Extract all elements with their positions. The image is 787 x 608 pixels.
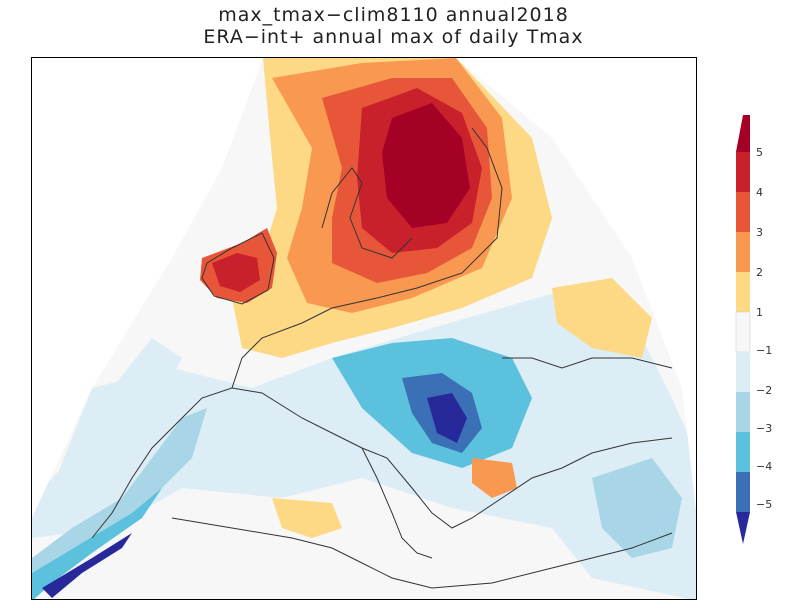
colorbar-label-minus4: −4: [756, 460, 772, 473]
colorbar-segment-m3tom2: [736, 392, 750, 432]
colorbar-label-minus2: −2: [756, 384, 772, 397]
colorbar-segment-2to3: [736, 232, 750, 272]
colorbar-label-2: 2: [756, 266, 763, 279]
colorbar-label-minus3: −3: [756, 422, 772, 435]
colorbar-segment-4to5: [736, 152, 750, 192]
colorbar-label-4: 4: [756, 186, 763, 199]
colorbar-segment-m5tom4: [736, 472, 750, 512]
colorbar-segment-m1to1: [736, 312, 750, 352]
map-panel: [31, 57, 697, 600]
colorbar-label-minus5: −5: [756, 498, 772, 511]
colorbar: [730, 112, 787, 552]
colorbar-bottom-triangle: [736, 512, 750, 544]
map-title: max_tmax−clim8110 annual2018: [0, 4, 787, 26]
colorbar-segment-m2tom1: [736, 352, 750, 392]
colorbar-label-1: 1: [756, 306, 763, 319]
colorbar-segment-m4tom3: [736, 432, 750, 472]
colorbar-top-triangle: [736, 115, 750, 152]
colorbar-label-3: 3: [756, 226, 763, 239]
map-subtitle: ERA−int+ annual max of daily Tmax: [0, 26, 787, 48]
colorbar-segment-1to2: [736, 272, 750, 312]
colorbar-segment-3to4: [736, 192, 750, 232]
colorbar-label-5: 5: [756, 146, 763, 159]
colorbar-label-minus1: −1: [756, 344, 772, 357]
colorbar-gradient: [730, 112, 770, 552]
anomaly-map: [32, 58, 697, 600]
